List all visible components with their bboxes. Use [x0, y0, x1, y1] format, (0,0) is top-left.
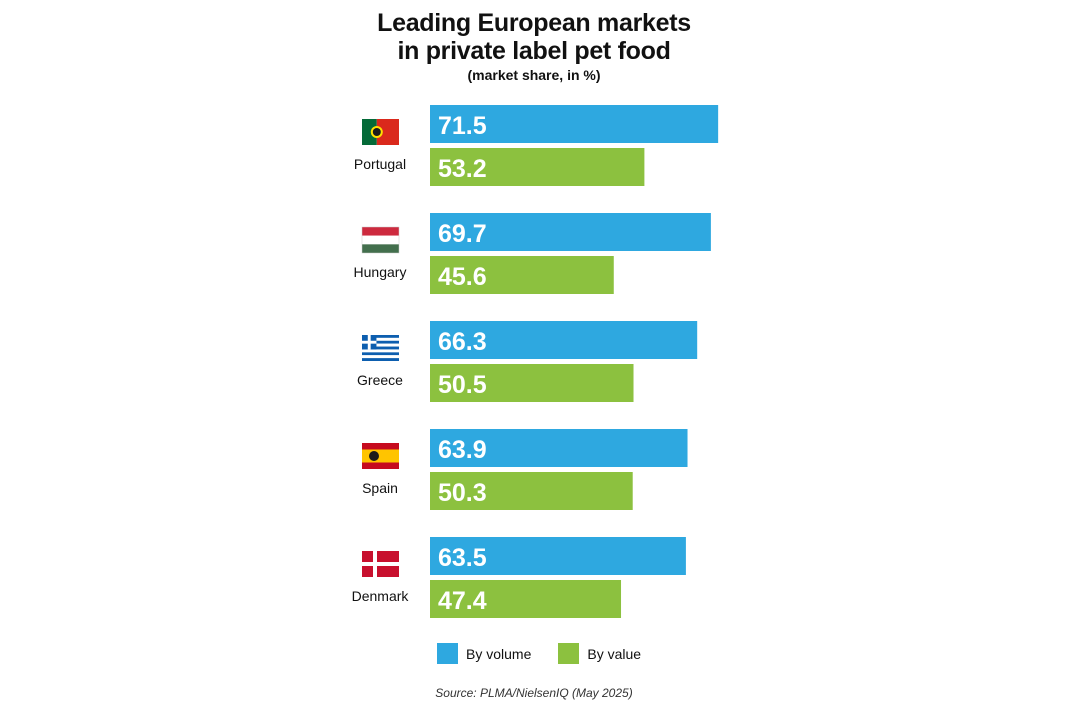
flag-part [362, 562, 399, 566]
legend-swatch-value [558, 643, 580, 664]
spain-flag-icon [362, 443, 399, 469]
value-label-portugal-by-volume: 71.5 [438, 112, 487, 140]
flag-part [369, 451, 379, 461]
bar-denmark-by-value [430, 580, 622, 618]
flag-part [372, 128, 381, 136]
flag-part [376, 119, 399, 145]
legend: By volume By value [437, 643, 668, 664]
bar-portugal-by-volume [430, 105, 719, 143]
value-label-portugal-by-value: 53.2 [438, 155, 487, 183]
value-label-hungary-by-volume: 69.7 [438, 220, 487, 248]
chart-title: Leading European markets in private labe… [0, 9, 1068, 65]
chart-title-line-1: Leading European markets [377, 9, 691, 37]
source-note: Source: PLMA/NielsenIQ (May 2025) [435, 686, 633, 700]
chart-subtitle: (market share, in %) [467, 67, 601, 83]
value-label-greece-by-value: 50.5 [438, 371, 487, 399]
flag-part [362, 346, 399, 350]
flag-part [362, 235, 399, 245]
bar-spain-by-volume [430, 429, 688, 467]
bar-denmark-by-volume [430, 537, 686, 575]
chart-title-line-2: in private label pet food [397, 37, 671, 65]
bar-greece-by-volume [430, 321, 698, 359]
bar-spain-by-value [430, 472, 633, 510]
value-label-spain-by-value: 50.3 [438, 479, 487, 507]
flag-part [362, 337, 399, 341]
bar-hungary-by-volume [430, 213, 711, 251]
bar-hungary-by-value [430, 256, 614, 294]
flag-part [362, 349, 399, 353]
bar-portugal-by-value [430, 148, 645, 186]
flag-part [362, 340, 399, 344]
legend-swatch-volume [437, 643, 458, 664]
value-label-denmark-by-value: 47.4 [438, 587, 487, 615]
flag-part [362, 443, 399, 450]
legend-item-value: By value [558, 643, 641, 664]
value-label-hungary-by-value: 45.6 [438, 263, 487, 291]
category-label-denmark: Denmark [352, 588, 410, 604]
legend-label-value: By value [587, 645, 642, 662]
denmark-flag-icon [362, 551, 399, 577]
flag-part [361, 226, 400, 254]
flag-part [362, 462, 399, 469]
flag-part [362, 352, 399, 356]
flag-part [362, 340, 377, 344]
flag-part [362, 227, 399, 236]
flag-part [362, 335, 399, 338]
category-label-spain: Spain [362, 480, 398, 496]
category-label-greece: Greece [357, 372, 403, 388]
value-label-spain-by-volume: 63.9 [438, 436, 487, 464]
legend-label-volume: By volume [466, 645, 532, 662]
flag-part [362, 244, 399, 253]
portugal-flag-icon [362, 119, 399, 145]
value-label-greece-by-volume: 66.3 [438, 328, 487, 356]
category-label-portugal: Portugal [354, 156, 406, 172]
bar-greece-by-value [430, 364, 634, 402]
flag-part [362, 449, 399, 463]
category-label-hungary: Hungary [354, 264, 407, 280]
greece-flag-icon [362, 335, 399, 361]
value-label-denmark-by-volume: 63.5 [438, 544, 487, 572]
flag-part [362, 355, 399, 359]
flag-part [362, 343, 399, 347]
legend-item-volume: By volume [437, 643, 531, 664]
hungary-flag-icon [361, 226, 400, 254]
flag-part [362, 358, 399, 361]
flag-part [362, 119, 377, 145]
